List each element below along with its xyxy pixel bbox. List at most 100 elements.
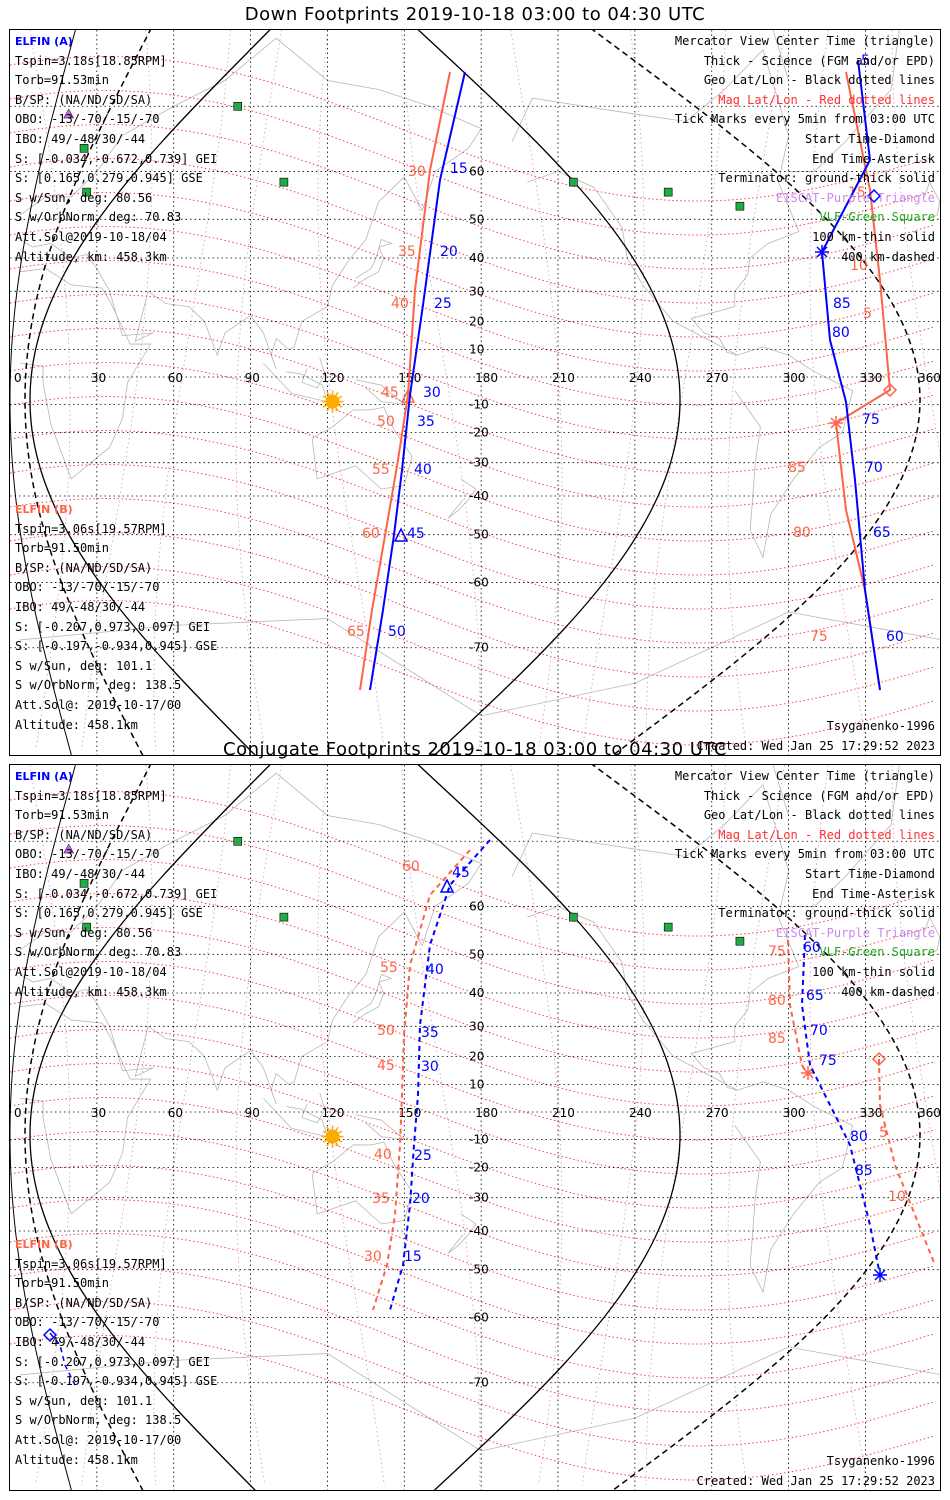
elfin-a-track-right-tick-label: 60 [886, 629, 904, 645]
elfin-b-s-gse: S: [-0.197,-0.934,0.945] GSE [15, 639, 218, 654]
lon-tick-label: 60 [168, 371, 183, 385]
elfin-a-track-tick-label: 35 [417, 414, 435, 430]
sun-ray [338, 404, 343, 408]
lat-tick-label: -40 [469, 1224, 489, 1238]
legend-center-time: Mercator View Center Time (triangle) [674, 34, 935, 48]
elfin-b-track-right-tick-label: 75 [768, 944, 786, 960]
vlf-station-marker [82, 922, 91, 932]
vlf-station-marker [569, 177, 578, 187]
elfin-b-track-tick-label: 50 [377, 414, 395, 430]
elfin-b-track-tick-label: 55 [380, 960, 398, 976]
coastline [19, 37, 482, 369]
vlf-station-marker [79, 879, 89, 888]
elfin-a-track-right-tick-label: 85 [855, 1163, 873, 1179]
elfin-a-torb: Torb=91.53min [15, 808, 109, 823]
lat-tick-label: 30 [469, 284, 484, 298]
elfin-a-track-tick-label: 25 [434, 296, 452, 312]
vlf-station-marker [279, 177, 289, 187]
mag-lon-line [809, 765, 868, 1486]
start-time-diamond [866, 188, 882, 204]
panel-title-down: Down Footprints 2019-10-18 03:00 to 04:3… [244, 4, 706, 25]
footer-model: Tsyganenko-1996 [826, 719, 935, 734]
elfin-b-s-gse: S: [-0.197,-0.934,0.945] GSE [15, 1374, 218, 1389]
elfin-b-track-right [834, 71, 892, 691]
coastline [924, 181, 940, 220]
elfin-b-track-tick-label: 50 [377, 1023, 395, 1039]
elfin-a-track-right [800, 934, 881, 1276]
mag-lon-line [581, 30, 645, 751]
elfin-a-info-block: ELFIN (A) Tspin=3.18s[18.85RPM] Torb=91.… [15, 32, 217, 267]
elfin-a-track [389, 839, 491, 1311]
lon-tick-label: 0 [14, 1106, 22, 1120]
elfin-a-track-right [820, 59, 881, 691]
elfin-b-obo: OBO: -13/-70/-15/-70 [15, 1315, 160, 1330]
legend-mag-grid: Mag Lat/Lon - Red dotted lines [718, 92, 935, 107]
legend-geo-grid: Geo Lat/Lon - Black dotted lines [703, 73, 935, 88]
elfin-b-torb: Torb=91.50min [15, 1276, 109, 1291]
elfin-a-tspin: Tspin=3.18s[18.85RPM] [15, 788, 167, 803]
sun-ray [322, 395, 327, 399]
elfin-b-track-tick-label: 40 [374, 1147, 392, 1163]
elfin-a-track-tick-label: 40 [426, 962, 444, 978]
legend-vlf: VLF-Green Square [819, 945, 935, 960]
elfin-b-track-tick-label: 30 [408, 164, 426, 180]
elfin-a-track-right-tick-label: 5 [861, 53, 870, 69]
elfin-a-track-right-tick-label: 60 [803, 940, 821, 956]
mag-lat-line [10, 600, 935, 746]
elfin-a-s-gei: S: [-0.034,-0.672,0.739] GEI [15, 886, 218, 901]
mag-lon-line [510, 30, 563, 751]
terminator-100km [29, 30, 271, 755]
sun-ray [326, 1142, 330, 1147]
lon-tick-label: 270 [706, 1106, 729, 1120]
lon-tick-label: 90 [245, 371, 260, 385]
lat-tick-label: -20 [469, 426, 489, 440]
footer-block: Tsyganenko-1996 Created: Wed Jan 25 17:2… [697, 1454, 935, 1488]
map-canvas: 0 30 60 90 120 150 180 210 240 270 300 330 360605040… [10, 30, 940, 755]
mag-lat-line [10, 124, 935, 270]
elfin-a-bsp: B/SP: (NA/ND/SD/SA) [15, 827, 153, 842]
lat-tick-label: 10 [469, 1078, 484, 1092]
terminator-400km [591, 765, 921, 1490]
elfin-a-track-left [49, 1332, 76, 1386]
mag-lat-line [10, 90, 935, 236]
mag-lat-line [10, 859, 935, 1005]
sun-ray [335, 391, 339, 396]
lat-tick-label: 30 [469, 1019, 484, 1033]
mag-lat-line [10, 1267, 935, 1413]
elfin-a-s-gei: S: [-0.034,-0.672,0.739] GEI [15, 151, 218, 166]
elfin-b-track-tick-label: 60 [402, 859, 420, 875]
vlf-station-marker [663, 187, 673, 197]
mag-lat-line [10, 56, 935, 202]
elfin-a-s-sun: S w/Sun, deg: 80.56 [15, 190, 153, 205]
legend-terminator: Terminator: ground-thick solid [718, 171, 935, 186]
coastline [924, 916, 940, 955]
sun-ray [335, 407, 339, 412]
lon-tick-label: 0 [14, 371, 22, 385]
sun-ray [326, 391, 330, 396]
lat-tick-label: 60 [469, 165, 484, 179]
legend-start-time: Start Time-Diamond [804, 866, 935, 881]
coastline [355, 1114, 406, 1140]
coastline [19, 772, 482, 1104]
mag-lat-line [10, 362, 935, 508]
lon-tick-label: 30 [91, 1106, 106, 1120]
mag-lat-line [10, 893, 935, 1039]
mag-lon-line [81, 30, 153, 751]
lat-tick-label: 40 [469, 986, 484, 1000]
vlf-station-marker [233, 836, 243, 846]
center-time-triangle [439, 878, 455, 893]
legend-start-time: Start Time-Diamond [804, 131, 935, 146]
mag-lat-line [10, 192, 935, 338]
sun-ray [322, 404, 327, 408]
panel-title-conjugate: Conjugate Footprints 2019-10-18 03:00 to… [223, 739, 727, 760]
mag-lat-line [10, 328, 935, 474]
vlf-station-marker [79, 144, 89, 153]
mag-lat-line [10, 995, 935, 1141]
lon-tick-label: 120 [321, 371, 344, 385]
coastline [447, 1213, 477, 1254]
mag-lon-line [235, 30, 283, 751]
elfin-b-info-block: ELFIN (B) Tspin=3.06s[19.57RPM] Torb=91.… [15, 500, 217, 735]
vlf-station-marker [233, 101, 243, 111]
coastline [511, 784, 800, 1091]
vlf-station-marker [82, 187, 91, 197]
